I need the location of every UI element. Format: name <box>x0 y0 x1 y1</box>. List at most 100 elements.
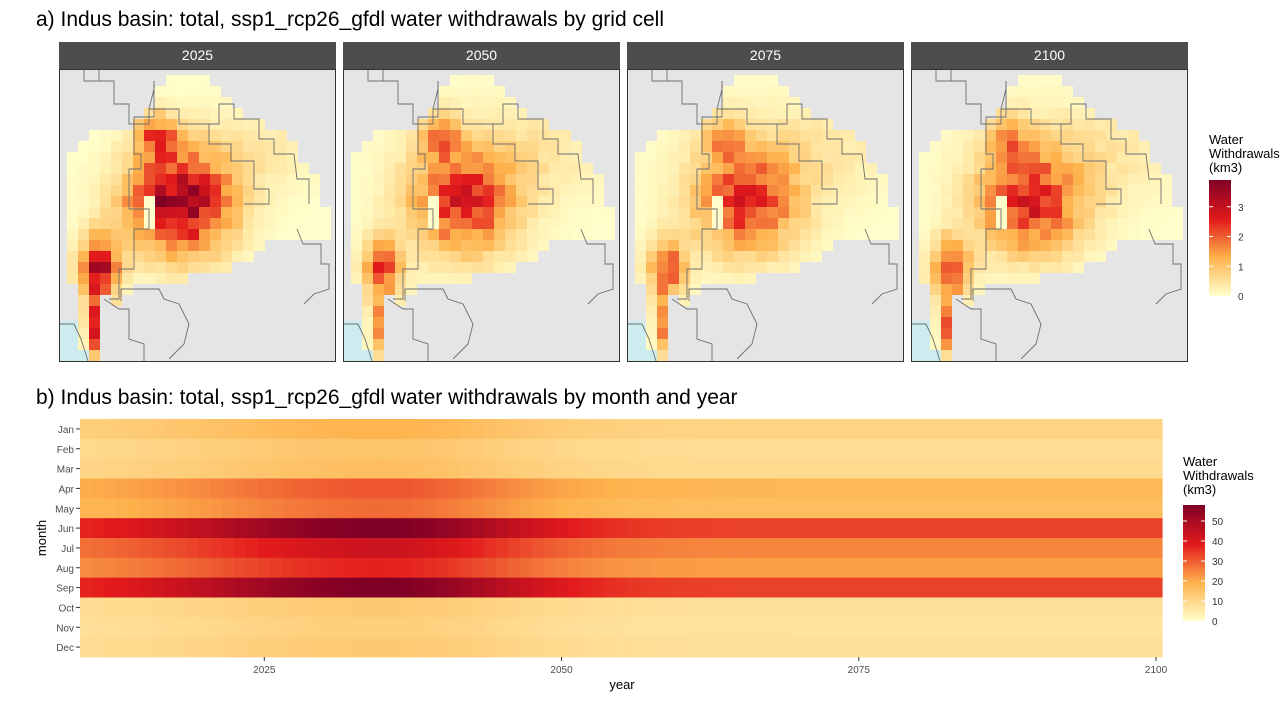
grid-cell <box>144 218 155 229</box>
grid-cell <box>265 163 276 174</box>
heatmap-cell <box>175 478 188 499</box>
heatmap-cell <box>80 557 93 579</box>
grid-cell <box>122 284 133 295</box>
grid-cell <box>723 119 734 130</box>
heatmap-cell <box>531 637 545 658</box>
grid-cell <box>855 141 866 152</box>
grid-cell <box>930 328 941 339</box>
heatmap-cell <box>698 518 711 539</box>
grid-cell <box>373 262 384 273</box>
heatmap-cell <box>912 498 925 519</box>
grid-cell <box>712 240 723 251</box>
grid-cell <box>690 251 701 262</box>
heatmap-cell <box>389 637 402 658</box>
grid-cell <box>1062 108 1073 119</box>
grid-cell <box>1073 196 1084 207</box>
grid-cell <box>679 218 690 229</box>
grid-cell <box>646 262 657 273</box>
heatmap-cell <box>258 458 271 479</box>
grid-cell <box>232 207 243 218</box>
grid-cell <box>635 251 646 262</box>
grid-cell <box>1007 174 1018 185</box>
grid-cell <box>745 97 756 108</box>
grid-cell <box>996 218 1007 229</box>
heatmap-cell <box>900 617 913 638</box>
grid-cell <box>833 174 844 185</box>
heatmap-cell <box>971 637 985 658</box>
grid-cell <box>155 119 166 130</box>
heatmap-cell <box>389 518 402 539</box>
grid-cell <box>1128 229 1139 240</box>
grid-cell <box>78 229 89 240</box>
grid-cell <box>373 174 384 185</box>
grid-cells <box>919 75 1183 361</box>
grid-cell <box>952 130 963 141</box>
grid-cell <box>111 130 122 141</box>
grid-cell <box>778 163 789 174</box>
grid-cell <box>668 152 679 163</box>
heatmap-cell <box>995 498 1009 519</box>
heatmap-cell <box>436 419 450 440</box>
heatmap-cell <box>198 518 212 539</box>
heatmap-cell <box>341 458 355 479</box>
heatmap-cell <box>377 518 390 539</box>
heatmap-cell <box>983 438 997 460</box>
grid-cell <box>635 207 646 218</box>
heatmap-cell <box>1043 597 1056 618</box>
heatmap-cell <box>151 617 164 638</box>
grid-cell <box>1051 229 1062 240</box>
heatmap-cell <box>876 557 890 579</box>
heatmap-cell <box>222 577 236 598</box>
grid-cell <box>177 119 188 130</box>
grid-cell <box>1117 141 1128 152</box>
heatmap-cell <box>496 538 509 559</box>
heatmap-cell <box>401 458 414 479</box>
grid-cell <box>778 218 789 229</box>
grid-cell <box>221 185 232 196</box>
heatmap-cell <box>1078 597 1092 618</box>
heatmap-cell <box>626 617 640 638</box>
grid-cell <box>811 130 822 141</box>
heatmap-cell <box>959 597 973 618</box>
grid-cell <box>582 218 593 229</box>
grid-cell <box>811 185 822 196</box>
grid-cell <box>122 251 133 262</box>
heatmap-cell <box>769 577 783 598</box>
heatmap-cell <box>864 637 878 658</box>
grid-cell <box>483 196 494 207</box>
heatmap-cell <box>508 419 521 440</box>
grid-cell <box>461 119 472 130</box>
boundary-line <box>433 108 554 205</box>
heatmap-cell <box>567 518 580 539</box>
grid-cell <box>298 218 309 229</box>
grid-cell <box>483 251 494 262</box>
grid-cell <box>373 328 384 339</box>
heatmap-cell <box>710 637 723 658</box>
grid-cell <box>384 284 395 295</box>
heatmap-cell <box>888 419 902 440</box>
grid-cell <box>800 196 811 207</box>
grid-cell <box>78 262 89 273</box>
grid-cell <box>494 163 505 174</box>
heatmap-cell <box>1138 438 1151 460</box>
grid-cell <box>505 262 516 273</box>
grid-cell <box>67 174 78 185</box>
grid-cell <box>133 141 144 152</box>
grid-cell <box>232 141 243 152</box>
heatmap-cell <box>234 498 248 519</box>
heatmap-cell <box>924 538 937 559</box>
heatmap-cell <box>567 557 580 579</box>
grid-cell <box>144 141 155 152</box>
heatmap-cell <box>1126 498 1139 519</box>
heatmap-cell <box>1043 498 1056 519</box>
heatmap-cell <box>365 597 378 618</box>
heatmap-cell <box>519 478 533 499</box>
heatmap-cell <box>829 597 842 618</box>
grid-cell <box>428 229 439 240</box>
grid-cell <box>439 130 450 141</box>
grid-cell <box>571 174 582 185</box>
grid-cell <box>320 229 331 240</box>
heatmap-cell <box>294 478 307 499</box>
grid-cell <box>406 174 417 185</box>
grid-cell <box>232 218 243 229</box>
